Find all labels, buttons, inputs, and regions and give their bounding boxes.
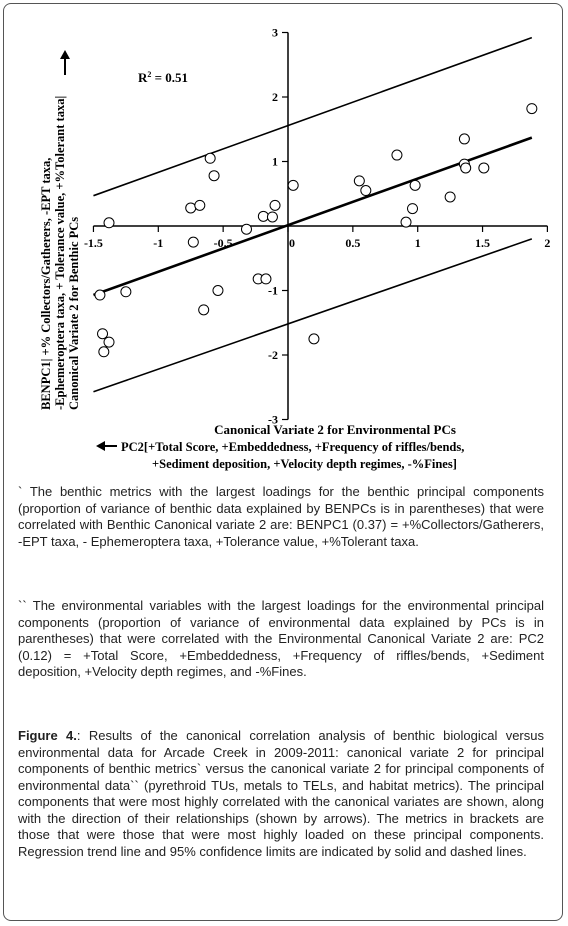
x-arrow-label-line-2: +Sediment deposition, +Velocity depth re… [152,457,457,471]
regression-trend-line [93,136,533,297]
y-axis-label-line-3: Canonical Variate 2 for Benthic PCs [67,217,81,410]
figure-caption: Figure 4.: Results of the canonical corr… [18,728,544,860]
y-tick-label: 3 [272,26,278,40]
data-point [308,333,320,345]
footnote-environmental: `` The environmental variables with the … [18,598,544,681]
x-tick-label: 0.5 [345,236,360,250]
data-point [98,346,110,358]
figure-caption-text: : Results of the canonical correlation a… [18,728,544,859]
x-tick-label: 1.5 [475,236,490,250]
y-tick-label: -3 [268,413,278,427]
data-point [526,103,538,115]
y-tick-label: 2 [272,90,278,104]
x-tick-label: 0 [289,236,295,250]
y-tick-label: -1 [268,284,278,298]
data-point [97,328,109,340]
scatter-chart: BENPC1| +% Collectors/Gatherers, -EPT ta… [39,26,550,472]
data-point [391,149,403,161]
x-tick-label: 2 [544,236,550,250]
r2-value: = 0.51 [151,70,188,85]
x-axis-label: Canonical Variate 2 for Environmental PC… [214,422,456,437]
data-point [208,170,220,182]
y-axis-label-line-1: BENPC1| +% Collectors/Gatherers, -EPT ta… [39,158,53,410]
data-point [103,217,115,229]
data-point [353,175,365,187]
x-tick-label: -1 [153,236,163,250]
data-point [407,203,419,215]
data-point [269,199,281,211]
data-point [458,133,470,145]
footnote-mark-2: `` [18,598,27,613]
data-point [360,185,372,197]
r2-superscript: 2 [147,70,151,79]
data-point [260,273,272,285]
figure-frame [3,3,563,921]
x-arrow-head [96,441,105,451]
x-tick-label: 1 [415,236,421,250]
data-point [103,336,115,348]
data-point [212,285,224,296]
footnote-mark-1: ` [18,484,23,499]
data-point [240,223,252,235]
data-point [287,179,299,191]
data-point [94,289,106,301]
data-point [409,179,421,191]
figure-label: Figure 4. [18,728,77,743]
lower-confidence-line [93,238,533,393]
footnote-benthic: ` The benthic metrics with the largest l… [18,484,544,550]
footnote-benthic-text: The benthic metrics with the largest loa… [18,484,544,549]
data-point [198,304,210,316]
data-point [460,162,472,174]
data-point [444,191,456,203]
data-point [478,162,490,174]
y-axis-label-line-2: -Ephemeroptera taxa, + Tolerance value, … [53,96,67,410]
footnote-environmental-text: The environmental variables with the lar… [18,598,544,679]
data-point [194,199,206,211]
data-point [187,236,199,248]
r2-label: R [138,70,148,85]
data-point [204,152,216,164]
data-point [120,286,132,298]
data-point [185,202,197,214]
y-axis-label: BENPC1| +% Collectors/Gatherers, -EPT ta… [39,50,81,410]
y-tick-label: 1 [272,155,278,169]
data-point [400,216,412,228]
upper-confidence-line [93,36,533,197]
data-point [257,210,269,222]
y-tick-label: -2 [268,348,278,362]
x-arrow [96,441,117,451]
y-arrow-head [60,50,70,59]
x-tick-label: -1.5 [84,236,103,250]
r-squared-annotation: R2 = 0.51 [138,70,188,85]
x-arrow-label-line-1: PC2[+Total Score, +Embeddedness, +Freque… [121,440,464,454]
data-point [266,211,278,223]
